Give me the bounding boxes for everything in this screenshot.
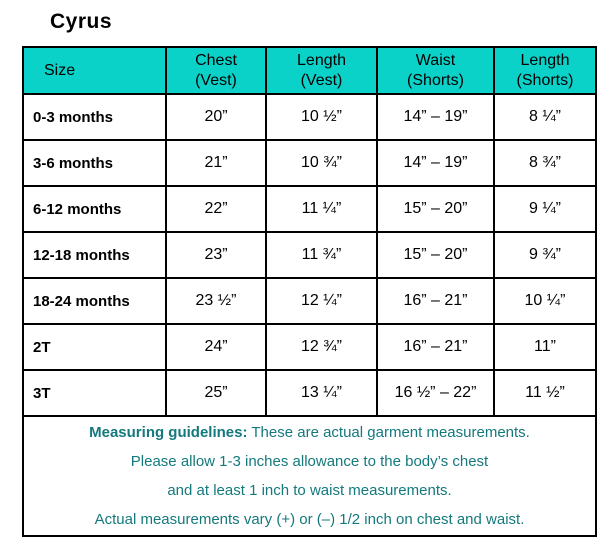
- table-row: 18-24 months 23 ½” 12 ¼” 16” – 21” 10 ¼”: [22, 277, 597, 325]
- guidelines-line-1: Measuring guidelines: These are actual g…: [25, 418, 594, 447]
- size-cell: 0-3 months: [22, 93, 167, 141]
- chest-vest-cell: 20”: [165, 93, 267, 141]
- table-row: 12-18 months 23” 11 ¾” 15” – 20” 9 ¾”: [22, 231, 597, 279]
- guidelines-line-1-text: These are actual garment measurements.: [247, 424, 530, 441]
- waist-shorts-cell: 15” – 20”: [376, 231, 495, 279]
- table-row: 0-3 months 20” 10 ½” 14” – 19” 8 ¼”: [22, 93, 597, 141]
- size-cell: 12-18 months: [22, 231, 167, 279]
- guidelines-line-2: Please allow 1-3 inches allowance to the…: [130, 453, 489, 470]
- size-cell: 6-12 months: [22, 185, 167, 233]
- table-footer: Measuring guidelines: These are actual g…: [22, 415, 597, 537]
- chest-vest-cell: 21”: [165, 139, 267, 187]
- header-row: Size Chest (Vest) Length (Vest) Waist (S…: [22, 46, 597, 95]
- length-vest-cell: 10 ½”: [265, 93, 378, 141]
- length-shorts-cell: 11 ½”: [493, 369, 597, 417]
- length-shorts-cell: 11”: [493, 323, 597, 371]
- guidelines-label: Measuring guidelines:: [89, 424, 248, 441]
- length-shorts-cell: 10 ¼”: [493, 277, 597, 325]
- table-row: 3T 25” 13 ¼” 16 ½” – 22” 11 ½”: [22, 369, 597, 417]
- guidelines-line-4: Actual measurements vary (+) or (–) 1/2 …: [94, 511, 525, 528]
- table-body: 0-3 months 20” 10 ½” 14” – 19” 8 ¼” 3-6 …: [22, 93, 597, 417]
- notes-row: Measuring guidelines: These are actual g…: [22, 415, 597, 537]
- chest-vest-cell: 24”: [165, 323, 267, 371]
- waist-shorts-cell: 15” – 20”: [376, 185, 495, 233]
- length-vest-cell: 11 ¾”: [265, 231, 378, 279]
- table-row: 2T 24” 12 ¾” 16” – 21” 11”: [22, 323, 597, 371]
- chest-vest-cell: 23 ½”: [165, 277, 267, 325]
- size-cell: 3T: [22, 369, 167, 417]
- size-cell: 2T: [22, 323, 167, 371]
- waist-shorts-cell: 16 ½” – 22”: [376, 369, 495, 417]
- guidelines-line-3: and at least 1 inch to waist measurement…: [167, 482, 452, 499]
- column-header-length-shorts: Length (Shorts): [493, 46, 597, 95]
- column-header-chest-vest: Chest (Vest): [165, 46, 267, 95]
- column-header-length-vest: Length (Vest): [265, 46, 378, 95]
- table-header: Size Chest (Vest) Length (Vest) Waist (S…: [22, 46, 597, 95]
- length-vest-cell: 13 ¼”: [265, 369, 378, 417]
- length-vest-cell: 12 ¼”: [265, 277, 378, 325]
- length-shorts-cell: 8 ¼”: [493, 93, 597, 141]
- chest-vest-cell: 25”: [165, 369, 267, 417]
- length-vest-cell: 11 ¼”: [265, 185, 378, 233]
- length-shorts-cell: 9 ¾”: [493, 231, 597, 279]
- size-cell: 3-6 months: [22, 139, 167, 187]
- measuring-guidelines: Measuring guidelines: These are actual g…: [22, 415, 597, 537]
- table-row: 6-12 months 22” 11 ¼” 15” – 20” 9 ¼”: [22, 185, 597, 233]
- waist-shorts-cell: 14” – 19”: [376, 93, 495, 141]
- table-row: 3-6 months 21” 10 ¾” 14” – 19” 8 ¾”: [22, 139, 597, 187]
- waist-shorts-cell: 16” – 21”: [376, 323, 495, 371]
- chest-vest-cell: 22”: [165, 185, 267, 233]
- length-vest-cell: 10 ¾”: [265, 139, 378, 187]
- waist-shorts-cell: 14” – 19”: [376, 139, 495, 187]
- chest-vest-cell: 23”: [165, 231, 267, 279]
- length-shorts-cell: 9 ¼”: [493, 185, 597, 233]
- size-cell: 18-24 months: [22, 277, 167, 325]
- column-header-waist-shorts: Waist (Shorts): [376, 46, 495, 95]
- size-chart-table: Size Chest (Vest) Length (Vest) Waist (S…: [22, 46, 597, 537]
- column-header-size: Size: [22, 46, 167, 95]
- length-vest-cell: 12 ¾”: [265, 323, 378, 371]
- page-title: Cyrus: [50, 10, 113, 33]
- waist-shorts-cell: 16” – 21”: [376, 277, 495, 325]
- length-shorts-cell: 8 ¾”: [493, 139, 597, 187]
